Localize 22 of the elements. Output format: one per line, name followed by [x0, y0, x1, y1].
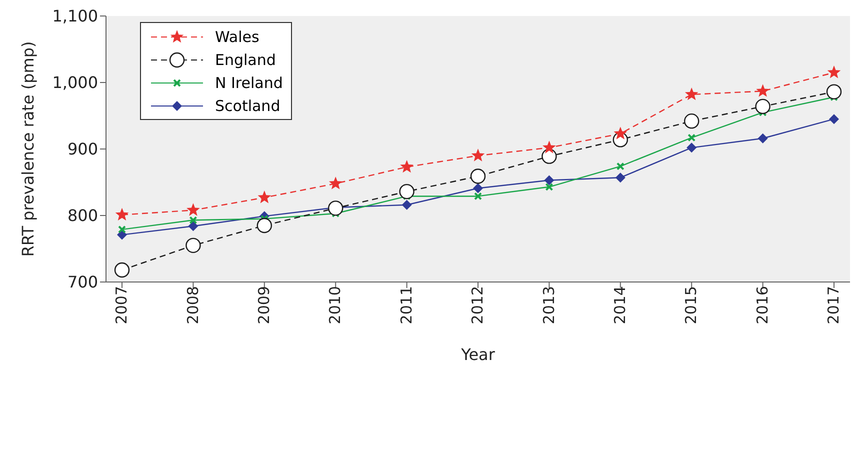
y-axis-title: RRT prevalence rate (pmp) — [18, 41, 38, 257]
x-tick-label: 2010 — [326, 286, 344, 324]
x-tick-label: 2016 — [753, 286, 772, 324]
legend-label: Scotland — [215, 96, 280, 114]
x-tick-label: 2008 — [184, 286, 202, 324]
y-tick-label: 800 — [67, 206, 98, 226]
legend-label: England — [215, 50, 276, 68]
legend-label: Wales — [215, 28, 260, 46]
x-tick-label: 2017 — [824, 286, 843, 324]
x-tick-label: 2007 — [112, 286, 131, 324]
x-axis-title: Year — [460, 345, 496, 364]
x-tick-label: 2011 — [397, 286, 416, 324]
legend-label: N Ireland — [215, 74, 283, 92]
x-tick-label: 2012 — [468, 286, 487, 324]
x-tick-label: 2014 — [611, 286, 630, 324]
y-tick-label: 700 — [67, 272, 98, 292]
y-tick-label: 1,000 — [52, 73, 98, 92]
x-tick-label: 2013 — [540, 286, 558, 324]
y-tick-label: 1,100 — [52, 6, 98, 26]
x-tick-label: 2009 — [255, 286, 274, 324]
x-tick-label: 2015 — [682, 286, 700, 324]
y-tick-label: 900 — [67, 140, 98, 159]
